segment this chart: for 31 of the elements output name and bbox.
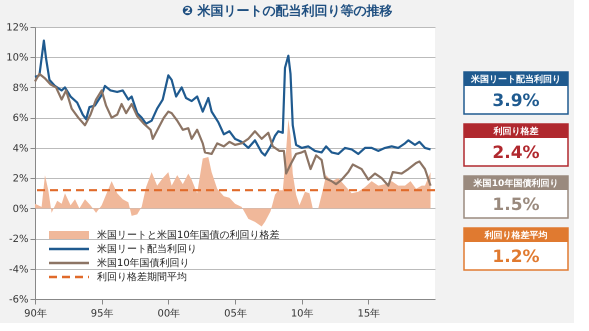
x-tick-label: 00年 xyxy=(157,308,180,320)
y-tick-label: 0% xyxy=(12,204,28,215)
y-tick-label: 10% xyxy=(6,52,28,64)
text: 米国10年国債利回り xyxy=(472,178,558,189)
text: 1.2% xyxy=(492,247,540,267)
legend-label: 米国10年国債利回り xyxy=(97,257,190,269)
y-tick-label: 4% xyxy=(12,143,28,154)
line-series xyxy=(34,40,432,157)
text: 米国リート配当利回り xyxy=(470,74,561,85)
y-tick-label: -6% xyxy=(9,294,28,306)
text: 3.9% xyxy=(492,91,540,111)
text: 2.4% xyxy=(492,143,540,163)
legend-label: 利回り格差期間平均 xyxy=(97,271,187,283)
y-tick-label: -2% xyxy=(9,234,28,246)
x-tick-label: 10年 xyxy=(290,308,314,320)
y-tick-label: 6% xyxy=(12,113,28,124)
line-series xyxy=(34,72,432,187)
x-tick-label: 95年 xyxy=(90,308,114,320)
text: 利回り格差 xyxy=(492,126,538,137)
text: 利回り格差平均 xyxy=(484,230,548,241)
text: 1.5% xyxy=(492,195,540,215)
legend-label: 米国リート配当利回り xyxy=(97,243,197,255)
y-tick-label: 8% xyxy=(12,82,28,94)
x-tick-label: 15年 xyxy=(357,308,380,320)
chart-title: ❷ 米国リートの配当利回り等の推移 xyxy=(182,3,393,19)
legend-label: 米国リートと米国10年国債の利回り格差 xyxy=(97,229,280,241)
x-tick-label: 90年 xyxy=(24,308,47,320)
x-tick-label: 05年 xyxy=(224,308,247,320)
y-tick-label: 2% xyxy=(12,174,28,185)
y-tick-label: -4% xyxy=(9,264,28,276)
y-tick-label: 12% xyxy=(6,22,28,34)
